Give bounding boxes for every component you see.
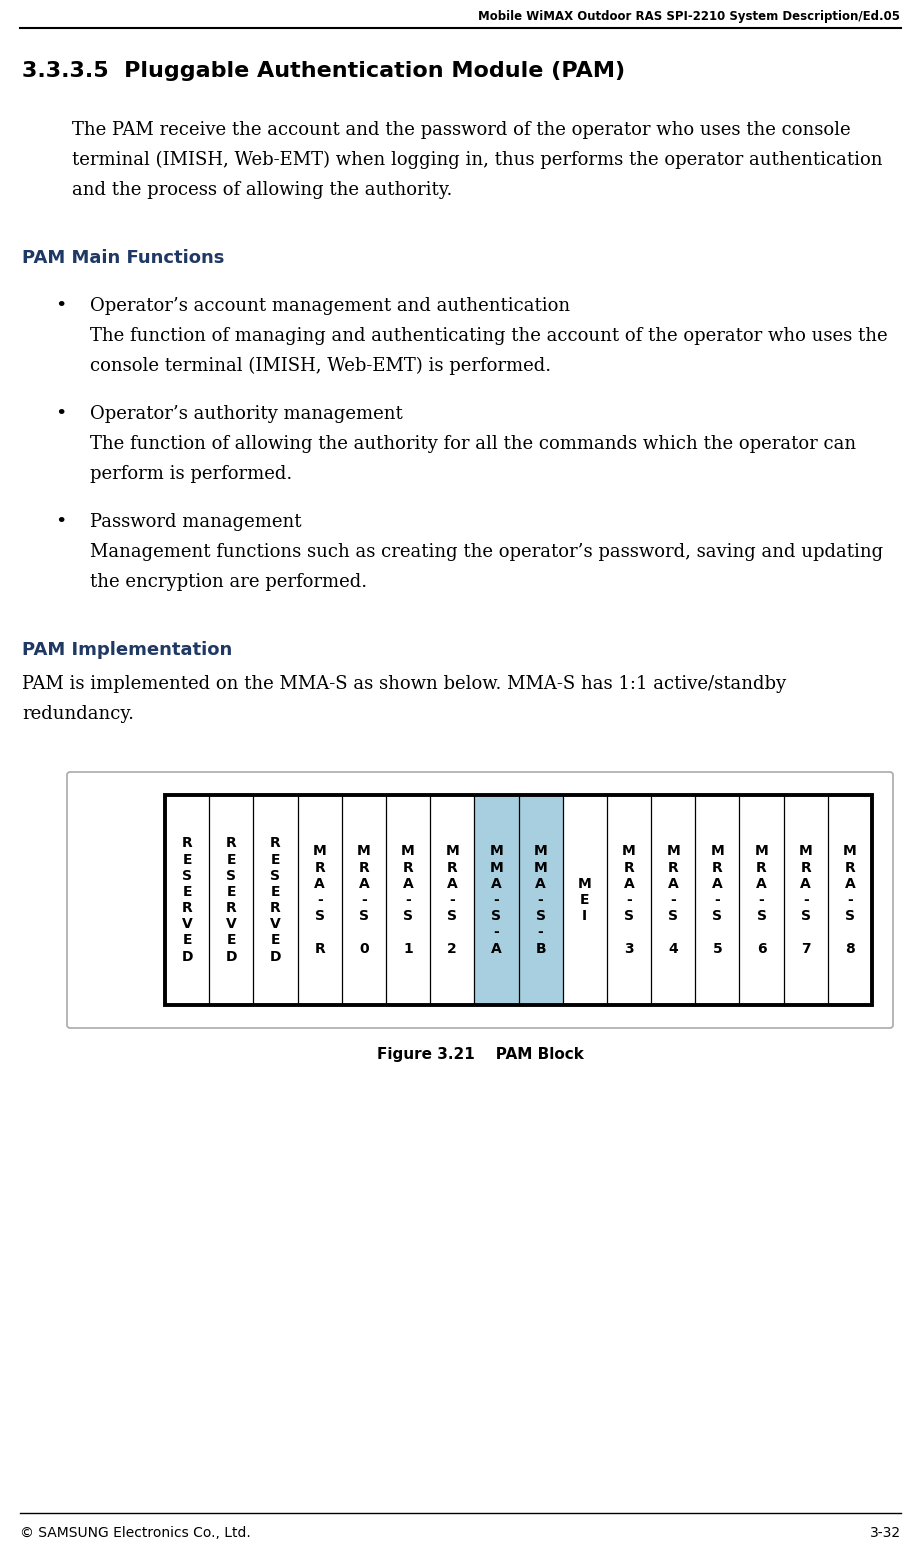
Text: PAM is implemented on the MMA-S as shown below. MMA-S has 1:1 active/standby: PAM is implemented on the MMA-S as shown… [22, 675, 787, 693]
Text: R
E
S
E
R
V
E
D: R E S E R V E D [270, 836, 281, 963]
Text: •: • [55, 405, 66, 423]
Bar [165, 796, 872, 1005]
FancyBboxPatch shape [67, 772, 893, 1028]
Text: Password management: Password management [90, 513, 301, 530]
Bar [209, 796, 253, 1005]
Bar [253, 796, 297, 1005]
Bar [165, 796, 872, 1005]
Text: console terminal (IMISH, Web-EMT) is performed.: console terminal (IMISH, Web-EMT) is per… [90, 357, 551, 375]
Bar [828, 796, 872, 1005]
Text: Operator’s account management and authentication: Operator’s account management and authen… [90, 296, 570, 315]
Text: The PAM receive the account and the password of the operator who uses the consol: The PAM receive the account and the pass… [72, 121, 851, 140]
Text: terminal (IMISH, Web-EMT) when logging in, thus performs the operator authentica: terminal (IMISH, Web-EMT) when logging i… [72, 150, 882, 169]
Text: M
R
A
-
S
 
4: M R A - S 4 [666, 844, 680, 955]
Text: M
M
A
-
S
-
A: M M A - S - A [490, 844, 503, 955]
Text: and the process of allowing the authority.: and the process of allowing the authorit… [72, 181, 452, 199]
Bar [430, 796, 474, 1005]
Text: Figure 3.21    PAM Block: Figure 3.21 PAM Block [377, 1047, 583, 1062]
Bar [474, 796, 519, 1005]
Text: M
R
A
-
S
 
5: M R A - S 5 [710, 844, 724, 955]
Text: M
R
A
-
S
 
2: M R A - S 2 [446, 844, 459, 955]
Bar [607, 796, 651, 1005]
Bar [386, 796, 430, 1005]
Text: redundancy.: redundancy. [22, 706, 134, 723]
Bar [297, 796, 342, 1005]
Text: perform is performed.: perform is performed. [90, 465, 292, 482]
Text: Mobile WiMAX Outdoor RAS SPI-2210 System Description/Ed.05: Mobile WiMAX Outdoor RAS SPI-2210 System… [478, 9, 900, 23]
Text: M
R
A
-
S
 
7: M R A - S 7 [799, 844, 812, 955]
Text: •: • [55, 513, 66, 530]
Text: M
R
A
-
S
 
0: M R A - S 0 [357, 844, 371, 955]
Text: M
R
A
-
S
 
1: M R A - S 1 [402, 844, 414, 955]
Text: R
E
S
E
R
V
E
D: R E S E R V E D [226, 836, 237, 963]
Bar [342, 796, 386, 1005]
Text: 3.3.3.5  Pluggable Authentication Module (PAM): 3.3.3.5 Pluggable Authentication Module … [22, 60, 625, 81]
Text: M
R
A
-
S
 
3: M R A - S 3 [622, 844, 635, 955]
Text: R
E
S
E
R
V
E
D: R E S E R V E D [181, 836, 192, 963]
Bar [563, 796, 607, 1005]
Bar [695, 796, 740, 1005]
Text: M
M
A
-
S
-
B: M M A - S - B [533, 844, 547, 955]
Bar [784, 796, 828, 1005]
Text: the encryption are performed.: the encryption are performed. [90, 572, 367, 591]
Text: PAM Implementation: PAM Implementation [22, 641, 232, 659]
Bar [740, 796, 784, 1005]
Text: The function of allowing the authority for all the commands which the operator c: The function of allowing the authority f… [90, 434, 857, 453]
Text: The function of managing and authenticating the account of the operator who uses: The function of managing and authenticat… [90, 327, 888, 344]
Bar [165, 796, 209, 1005]
Bar [519, 796, 563, 1005]
Text: M
E
I: M E I [577, 876, 591, 923]
Text: Management functions such as creating the operator’s password, saving and updati: Management functions such as creating th… [90, 543, 883, 561]
Text: PAM Main Functions: PAM Main Functions [22, 250, 225, 267]
Bar [651, 796, 695, 1005]
Text: M
R
A
-
S
 
6: M R A - S 6 [754, 844, 768, 955]
Text: •: • [55, 296, 66, 315]
Text: M
R
A
-
S
 
R: M R A - S R [313, 844, 327, 955]
Text: © SAMSUNG Electronics Co., Ltd.: © SAMSUNG Electronics Co., Ltd. [20, 1526, 251, 1540]
Text: Operator’s authority management: Operator’s authority management [90, 405, 402, 423]
Text: 3-32: 3-32 [869, 1526, 901, 1540]
Text: M
R
A
-
S
 
8: M R A - S 8 [843, 844, 857, 955]
